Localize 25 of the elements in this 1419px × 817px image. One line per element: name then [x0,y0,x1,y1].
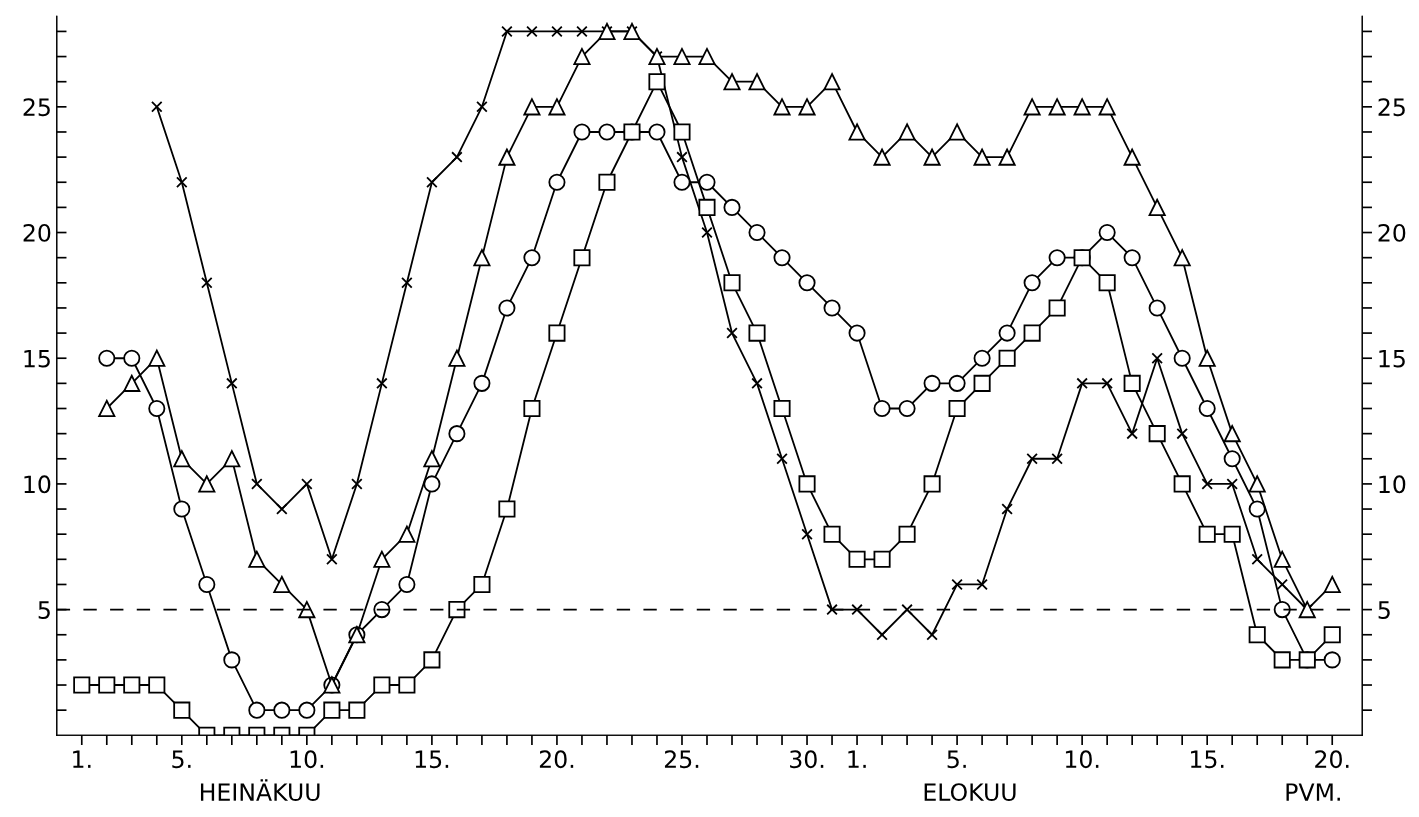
text: HEINÄKUU [200,779,320,801]
text: PVM. [1286,783,1340,801]
y2-tick-label: 10 [1379,475,1406,494]
x-tick-label: 10. [290,750,324,769]
x-tick-label: 20. [539,750,574,769]
y-tick-label: 15 [24,349,50,368]
text: ELOKUU [924,783,1016,801]
y2-tick-label: 15 [1379,349,1405,368]
x-tick-label: 15. [1191,750,1224,769]
y-tick-label: 10 [24,475,51,494]
x-tick-label: 1. [848,750,866,768]
x-tick-label: 1. [73,750,91,768]
x-tick-label: 20. [1315,750,1349,769]
y-tick-label: 20 [23,223,51,242]
y2-tick-label: 20 [1378,223,1406,242]
x-tick-label: 30. [790,750,824,769]
x-tick-label: 15. [415,750,449,769]
y-tick-label: 5 [38,601,50,619]
x-tick-label: 5. [172,750,191,769]
y2-tick-label: 25 [1378,98,1405,117]
x-tick-label: 5. [947,750,966,769]
y2-tick-label: 5 [1378,601,1390,619]
x-tick-label: 25. [664,750,699,769]
y-tick-label: 25 [23,98,50,117]
x-tick-label: 10. [1065,750,1099,769]
